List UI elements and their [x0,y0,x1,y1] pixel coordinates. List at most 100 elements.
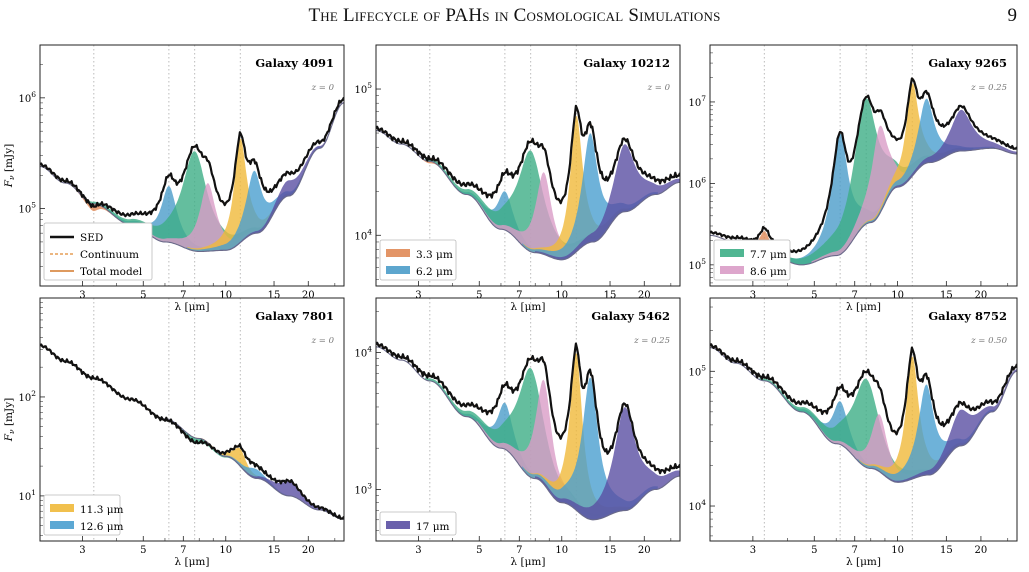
sed-panel-6: 3 5 7 10 15 20 λ [μm] 104 105 Galaxy 8752 z = 0.50 [688,297,1018,568]
x-tick-label: 7 [180,290,186,301]
pah-feature-17um [870,109,1017,223]
x-tick-label: 20 [302,290,315,301]
y-tick-label: 104 [688,498,706,513]
pah-feature-7p7um [759,377,974,483]
x-tick-label: 3 [750,545,756,556]
y-tick-label: 106 [688,175,706,190]
x-tick-label: 20 [975,290,988,301]
pah-feature-12p6um [522,133,658,260]
y-tick-label: 107 [688,94,706,109]
y-tick-label: 103 [354,481,372,496]
x-tick-label: 15 [604,545,617,556]
plot-area [376,298,680,541]
axes-frame [39,44,345,287]
x-tick-label: 10 [219,545,232,556]
pah-feature-8p6um [811,414,948,483]
y-tick-label: 102 [18,389,36,404]
x-axis-label: λ [μm] [511,556,546,568]
page-number: 9 [1007,5,1018,26]
legend-item: Total model [50,266,143,278]
y-tick-label: 105 [18,201,36,216]
axes-frame [375,297,681,542]
continuum-line [710,347,1017,483]
legend-item: 6.2 μm [386,266,453,278]
x-tick-label: 5 [811,290,817,301]
x-tick-label: 7 [516,290,522,301]
x-axis-label: λ [μm] [175,556,210,568]
x-tick-label: 15 [268,545,281,556]
x-tick-label: 7 [180,545,186,556]
x-tick-label: 7 [852,290,858,301]
panel-title: Galaxy 5462 [591,309,670,323]
legend: 11.3 μm 12.6 μm [43,494,124,536]
pah-feature-7p7um [425,150,637,260]
redshift-label: z = 0 [311,83,335,93]
x-tick-label: 10 [891,545,904,556]
sed-line [710,343,1017,436]
legend: 3.3 μm 6.2 μm [379,239,457,281]
legend-label: 12.6 μm [80,521,124,533]
sed-panel-3: 3 5 7 10 15 20 λ [μm] 105 106 107 Galaxy 9265 z = 0… [688,44,1018,313]
y-tick-label: 105 [688,257,706,272]
x-tick-label: 3 [750,290,756,301]
legend-item: 8.6 μm [720,266,787,278]
y-tick-label: 104 [354,227,372,242]
pah-feature-12p6um [857,98,995,234]
legend-label: 11.3 μm [80,504,124,516]
panel-title: Galaxy 10212 [583,56,670,70]
x-tick-label: 20 [975,545,988,556]
x-tick-label: 15 [940,545,953,556]
x-axis-label: λ [μm] [846,301,881,313]
x-tick-label: 15 [604,290,617,301]
x-tick-label: 10 [555,545,568,556]
x-tick-label: 5 [476,290,482,301]
x-tick-label: 5 [811,545,817,556]
legend-label: Continuum [80,249,139,261]
pah-feature-11p3um [523,116,629,260]
x-tick-label: 10 [219,290,232,301]
pah-feature-11p3um [858,356,965,483]
x-axis-label: λ [μm] [846,556,881,568]
legend-item: SED [50,232,103,244]
running-title: The Lifecycle of PAHs in Cosmological Si… [0,5,1029,27]
sed-line [376,341,680,475]
pah-feature-8p6um [140,183,275,252]
legend: SED Continuum Total model [43,222,153,281]
axes-frame [709,297,1018,542]
legend-item: Continuum [50,249,139,261]
running-title-text: The Lifecycle of PAHs in Cosmological Si… [308,5,721,26]
pah-feature-12p6um [857,384,995,483]
legend-label: 6.2 μm [416,266,453,278]
x-tick-label: 5 [140,545,146,556]
pah-feature-11p3um [523,352,629,520]
plot-area [376,45,680,286]
legend-label: 17 μm [416,521,450,533]
x-tick-label: 3 [79,545,85,556]
x-tick-label: 3 [79,290,85,301]
axes-frame [39,297,345,542]
redshift-label: z = 0.50 [970,336,1008,346]
redshift-label: z = 0 [311,336,335,346]
pah-feature-12p6um [522,377,658,520]
y-tick-label: 105 [354,81,372,96]
plot-area [710,298,1017,541]
sed-line [710,77,1017,254]
legend-item: 11.3 μm [50,504,124,516]
legend-item: 12.6 μm [50,521,124,533]
x-tick-label: 15 [268,290,281,301]
panel-title: Galaxy 7801 [255,309,334,323]
pah-feature-8p6um [476,379,611,520]
legend-item: 3.3 μm [386,249,453,261]
continuum-line [376,346,680,521]
pah-feature-12p6um [186,432,322,511]
x-tick-label: 5 [476,545,482,556]
legend: 17 μm [379,511,457,536]
x-tick-label: 20 [302,545,315,556]
x-tick-label: 3 [415,290,421,301]
panel-title: Galaxy 8752 [928,309,1007,323]
redshift-label: z = 0 [647,83,671,93]
legend-item: 7.7 μm [720,249,787,261]
x-tick-label: 7 [516,545,522,556]
page-header: The Lifecycle of PAHs in Cosmological Si… [0,0,1029,34]
